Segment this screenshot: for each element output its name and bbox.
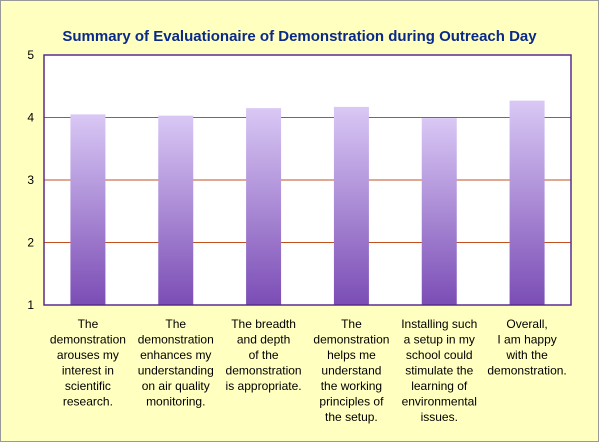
x-category-label: demonstration — [226, 364, 302, 378]
x-category-label: on air quality — [142, 379, 210, 393]
x-category-label: helps me — [327, 348, 376, 362]
x-category-label: demonstration — [138, 333, 214, 347]
x-category-label: school could — [406, 348, 473, 362]
x-category-label: understanding — [138, 364, 214, 378]
bar — [246, 108, 282, 305]
x-category-label: The — [78, 317, 99, 331]
x-category-label: the working — [321, 379, 382, 393]
x-category-label: interest in — [62, 364, 114, 378]
x-category-label: principles of — [319, 395, 384, 409]
x-category-label: enhances my — [140, 348, 211, 362]
x-category-label: monitoring. — [146, 395, 205, 409]
x-category-label: stimulate the — [405, 364, 473, 378]
x-category-label: Installing such — [401, 317, 477, 331]
y-tick-label: 3 — [27, 173, 34, 187]
bar — [421, 118, 457, 305]
x-category-label: The — [165, 317, 186, 331]
y-tick-label: 4 — [27, 111, 34, 125]
x-category-label: demonstration. — [487, 364, 566, 378]
chart-title: Summary of Evaluationaire of Demonstrati… — [62, 28, 537, 45]
y-tick-label: 2 — [27, 236, 34, 250]
x-category-label: I am happy — [497, 333, 556, 347]
x-category-label: with the — [505, 348, 548, 362]
x-category-label: of the — [249, 348, 279, 362]
bar — [333, 106, 369, 305]
x-category-label: is appropriate. — [226, 379, 302, 393]
x-category-label: demonstration — [50, 333, 126, 347]
x-category-label: understand — [321, 364, 381, 378]
x-category-label: The — [341, 317, 362, 331]
bar — [70, 114, 106, 305]
x-category-label: issues. — [421, 410, 458, 424]
x-category-label: Overall, — [506, 317, 547, 331]
bar — [158, 115, 194, 305]
bar — [509, 100, 545, 305]
y-tick-label: 5 — [27, 48, 34, 62]
y-tick-label: 1 — [27, 298, 34, 312]
x-category-label: learning of — [411, 379, 468, 393]
x-category-label: arouses my — [57, 348, 119, 362]
x-category-label: environmental — [402, 395, 477, 409]
x-category-label: research. — [63, 395, 113, 409]
x-category-label: a setup in my — [404, 333, 475, 347]
x-category-label: demonstration — [313, 333, 389, 347]
plot-border — [43, 54, 572, 306]
x-category-label: The breadth — [231, 317, 296, 331]
x-category-label: and depth — [237, 333, 290, 347]
x-category-label: scientific — [65, 379, 111, 393]
x-category-label: the setup. — [325, 410, 378, 424]
